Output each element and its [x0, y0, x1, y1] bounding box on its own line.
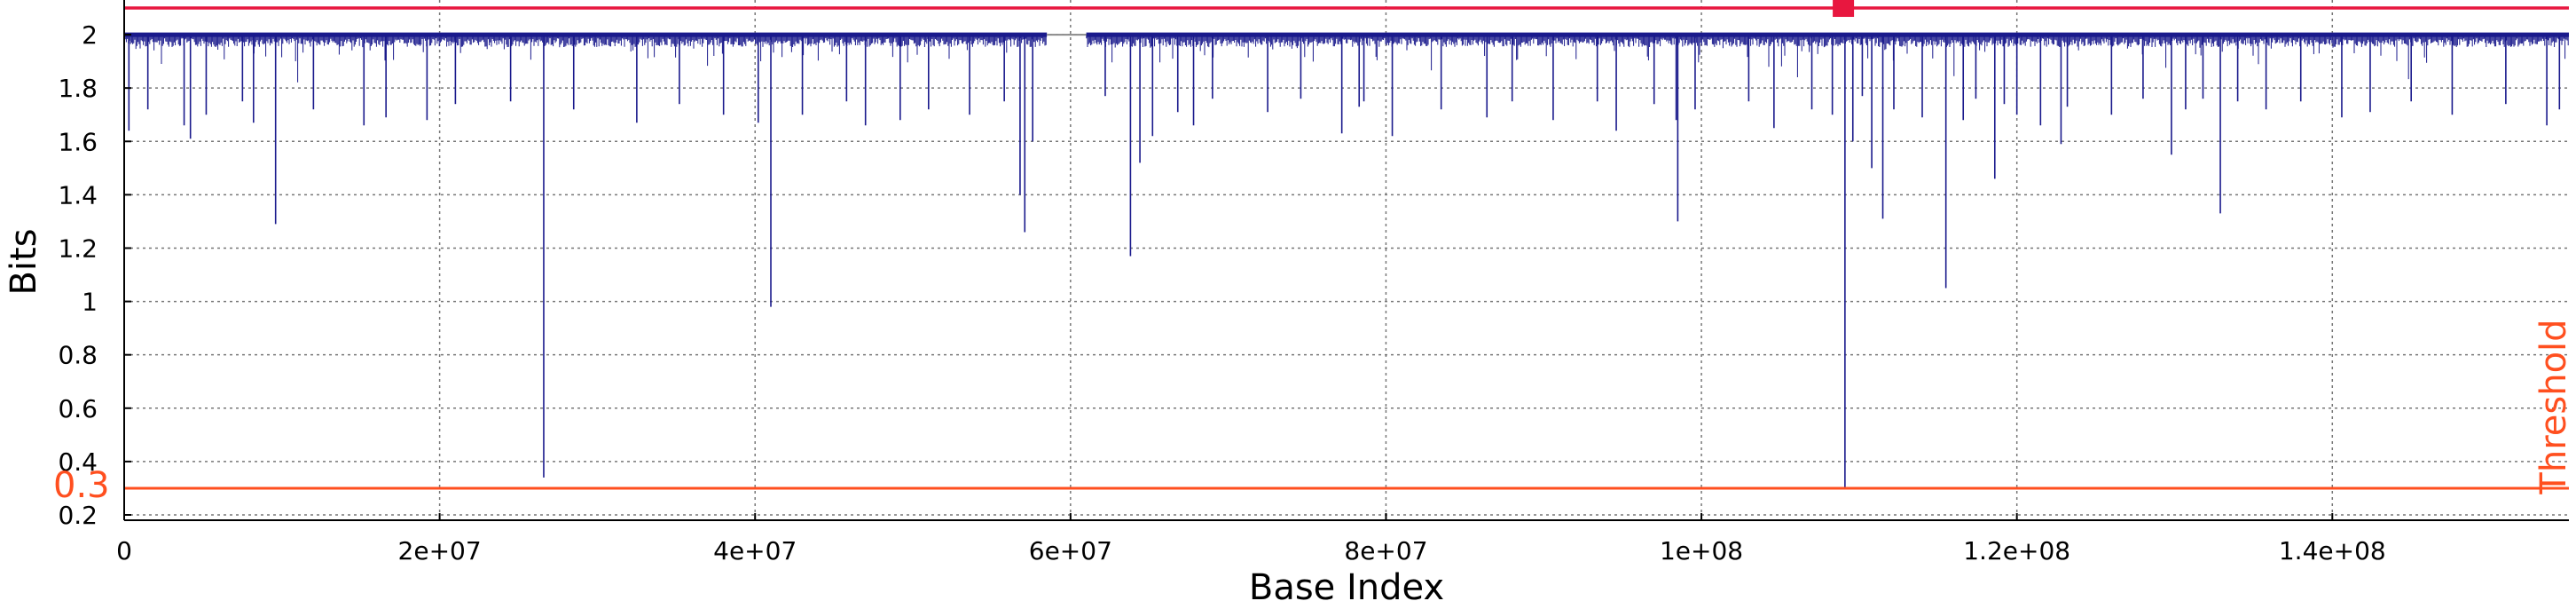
x-tick-label: 0	[116, 536, 132, 566]
threshold-value-label: 0.3	[53, 465, 110, 506]
threshold-label: Threshold	[2533, 319, 2574, 494]
y-tick-label: 1.4	[58, 180, 98, 210]
y-tick-label: 0.8	[58, 341, 98, 370]
x-tick-label: 6e+07	[1029, 536, 1112, 566]
x-tick-label: 8e+07	[1344, 536, 1427, 566]
y-tick-label: 0.4	[58, 447, 98, 477]
x-tick-label: 1.4e+08	[2279, 536, 2386, 566]
y-tick-label: 1.8	[58, 74, 98, 103]
y-tick-label: 1.6	[58, 127, 98, 156]
x-tick-label: 4e+07	[713, 536, 797, 566]
x-tick-label: 2e+07	[398, 536, 482, 566]
x-tick-label: 1e+08	[1660, 536, 1743, 566]
y-tick-label: 1.2	[58, 233, 98, 263]
x-tick-label: 1.2e+08	[1963, 536, 2070, 566]
y-tick-label: 0.6	[58, 394, 98, 423]
axis-layer: 0.2 0.4 0.6 0.8 1 1.2 1.4 1.6 1.8 2 0 2e+07 4e+07 6e+…	[58, 0, 2569, 566]
y-axis-title: Bits	[4, 228, 44, 295]
grid-layer	[124, 0, 2569, 520]
y-tick-label: 1	[82, 288, 98, 317]
series-layer	[123, 32, 2569, 488]
y-tick-label: 2	[82, 20, 98, 50]
x-axis-title: Base Index	[1249, 567, 1444, 608]
series-noise-band	[123, 34, 2569, 83]
y-tick-label: 0.2	[58, 501, 98, 530]
marker-square	[1833, 0, 1855, 18]
reference-lines-layer	[124, 0, 2569, 490]
